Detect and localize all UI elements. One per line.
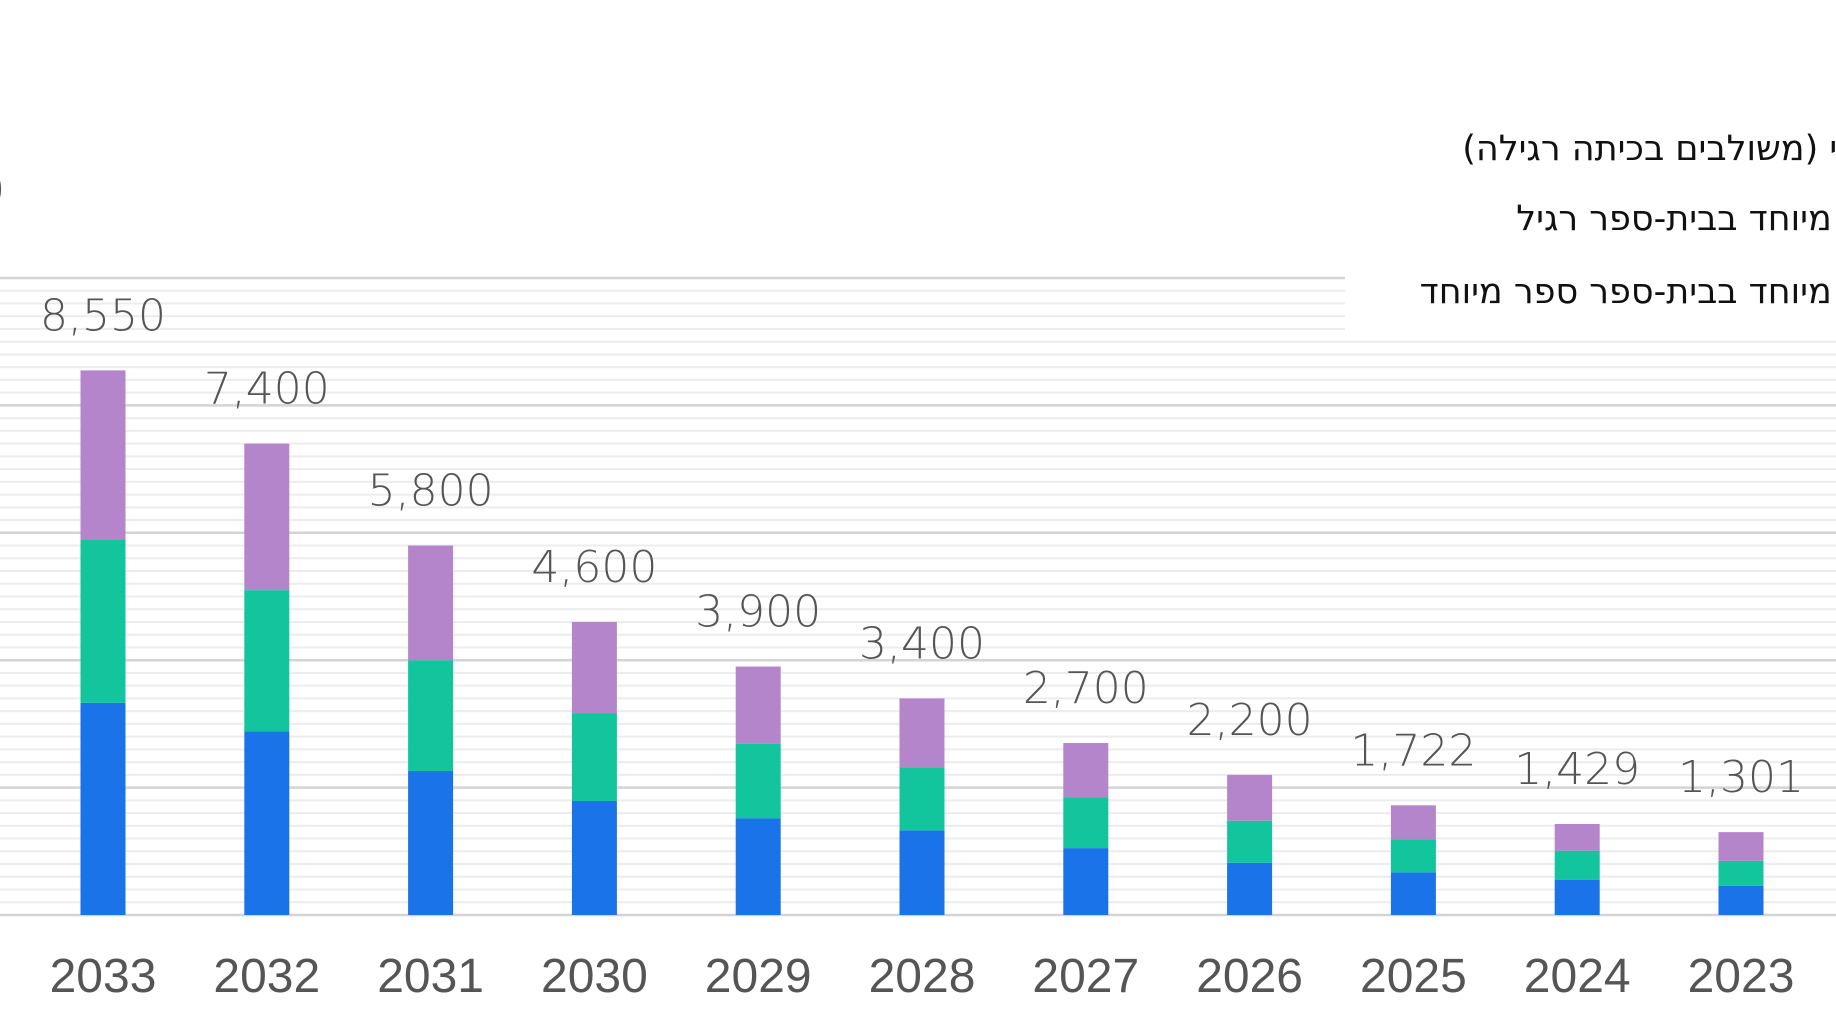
bar-segment <box>80 702 126 915</box>
x-tick-label: 2027 <box>1032 950 1139 1003</box>
bar-segment <box>1227 862 1273 915</box>
bar-segment <box>244 443 290 591</box>
total-label: 5,800 <box>368 466 494 517</box>
total-label: 3,900 <box>695 587 821 638</box>
bar-segment <box>1390 839 1436 873</box>
bar-segment <box>571 621 617 714</box>
bar-segment <box>899 767 945 831</box>
bar-segment <box>1554 850 1600 880</box>
legend: שי (משולבים בכיתה רגילה) ד מיוחד בבית-ספ… <box>1345 95 1836 330</box>
x-tick-label: 2032 <box>213 950 320 1003</box>
x-tick-label: 2026 <box>1196 950 1303 1003</box>
legend-entry: ד מיוחד בבית-ספר רגיל <box>1516 199 1836 239</box>
bars <box>80 370 1764 915</box>
total-label: 1,301 <box>1678 752 1804 803</box>
cut-off-axis-label: 0 <box>0 165 4 216</box>
bar-segment <box>408 771 454 915</box>
x-tick-label: 2023 <box>1688 950 1795 1003</box>
bar-segment <box>244 731 290 915</box>
bar-segment <box>735 743 781 819</box>
bar-segment <box>899 830 945 915</box>
total-label: 2,200 <box>1187 695 1313 746</box>
total-labels: 8,550 7,400 5,800 4,600 3,900 3,400 2,700 2,200… <box>40 290 1804 803</box>
x-tick-label: 2024 <box>1524 950 1631 1003</box>
bar-segment <box>1554 879 1600 915</box>
bar-segment <box>1227 774 1273 821</box>
bar-segment <box>1718 885 1764 915</box>
bar-segment <box>408 545 454 661</box>
bar-segment <box>80 370 126 540</box>
x-tick-label: 2029 <box>705 950 812 1003</box>
total-label: 3,400 <box>859 618 985 669</box>
bar-segment <box>571 713 617 801</box>
x-tick-label: 2030 <box>541 950 648 1003</box>
total-label: 4,600 <box>531 542 657 593</box>
legend-background <box>1345 95 1836 330</box>
bar-segment <box>1390 805 1436 840</box>
bar-segment <box>1554 823 1600 851</box>
bar-segment <box>1718 860 1764 886</box>
total-label: 8,550 <box>40 290 166 341</box>
bar-segment <box>244 590 290 732</box>
bar-segment <box>80 539 126 703</box>
bar-segment <box>1063 743 1109 798</box>
bar-segment <box>1718 832 1764 861</box>
bar-segment <box>735 666 781 744</box>
total-label: 7,400 <box>204 364 330 415</box>
total-label: 1,722 <box>1350 725 1476 776</box>
bar-segment <box>1063 848 1109 915</box>
legend-entry: שי (משולבים בכיתה רגילה) <box>1462 129 1836 169</box>
bar-segment <box>571 800 617 915</box>
x-tick-label: 2028 <box>869 950 976 1003</box>
bar-segment <box>899 698 945 768</box>
bar-segment <box>735 818 781 915</box>
legend-entry: ד מיוחד בבית-ספר ספר מיוחד <box>1420 272 1836 312</box>
total-label: 2,700 <box>1023 663 1149 714</box>
bar-segment <box>1227 820 1273 863</box>
bar-segment <box>408 660 454 772</box>
bar-segment <box>1390 872 1436 915</box>
x-tick-label: 2025 <box>1360 950 1467 1003</box>
x-tick-label: 2031 <box>377 950 484 1003</box>
bar-segment <box>1063 797 1109 849</box>
x-axis-ticks: 2033 2032 2031 2030 2029 2028 2027 2026 2025 2024… <box>50 950 1795 1003</box>
x-tick-label: 2033 <box>50 950 157 1003</box>
total-label: 1,429 <box>1514 744 1640 795</box>
